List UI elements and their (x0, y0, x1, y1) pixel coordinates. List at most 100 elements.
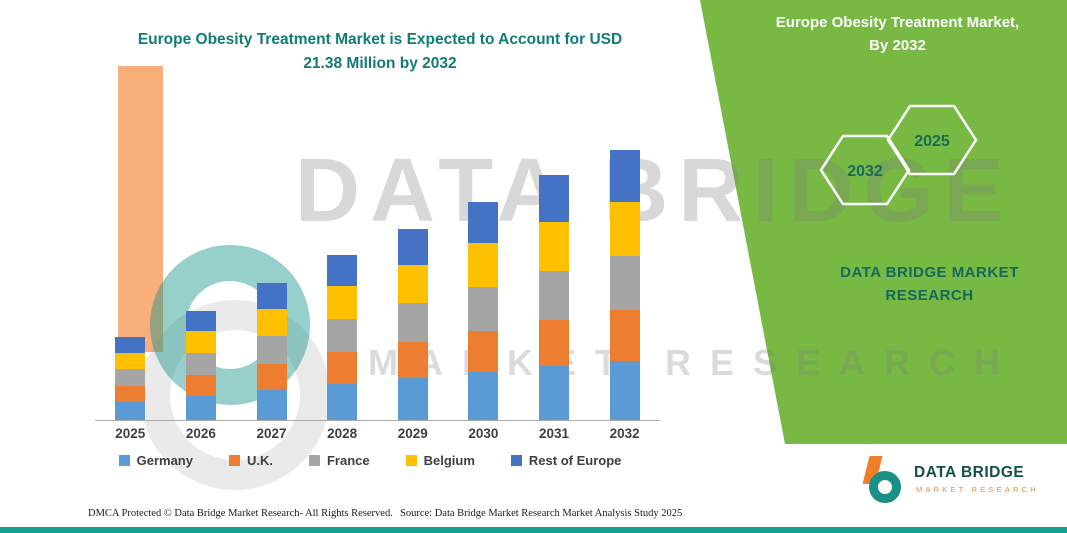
x-axis-label-2025: 2025 (115, 426, 146, 441)
bar-segment-2032-germany (609, 360, 640, 420)
x-axis-label-2029: 2029 (397, 426, 428, 441)
bar-segment-2030-belgium (468, 243, 499, 287)
bar-segment-2031-belgium (539, 221, 570, 271)
side-panel-heading-line2: By 2032 (869, 36, 926, 54)
logo-teal-bowl-shape (869, 471, 901, 503)
x-axis-label-2027: 2027 (256, 426, 287, 441)
legend-item-u-k-: U.K. (228, 453, 273, 468)
stacked-bar-2031 (539, 175, 570, 420)
logo-title: DATA BRIDGE (914, 464, 1025, 481)
bar-slot-2026 (166, 130, 237, 420)
bar-segment-2029-belgium (397, 264, 428, 304)
bar-segment-2028-belgium (327, 286, 358, 320)
bar-segment-2028-rest-of-europe (327, 254, 358, 287)
side-panel-brand-text: DATA BRIDGE MARKET RESEARCH (840, 264, 1019, 304)
bar-segment-2025-belgium (115, 352, 146, 370)
bar-slot-2031 (519, 130, 590, 420)
hexagon-2025-outline (886, 104, 978, 176)
legend-label-germany: Germany (136, 453, 193, 468)
bar-slot-2028 (307, 130, 378, 420)
footer-accent-bar (0, 527, 1067, 533)
bar-slot-2029 (378, 130, 449, 420)
legend-item-rest-of-europe: Rest of Europe (510, 453, 622, 468)
legend-label-france: France (326, 453, 370, 468)
bar-segment-2027-rest-of-europe (256, 282, 287, 309)
bar-segment-2025-france (115, 369, 146, 386)
bar-slot-2027 (236, 130, 307, 420)
stacked-bar-2027 (256, 282, 287, 420)
bar-segment-2030-france (468, 286, 499, 331)
bar-segment-2031-france (539, 270, 570, 320)
bar-segment-2026-france (185, 353, 216, 376)
bar-segment-2032-u-k- (609, 309, 640, 361)
x-axis-label-2028: 2028 (327, 426, 358, 441)
x-axis-label-2032: 2032 (609, 426, 640, 441)
bar-segment-2028-france (327, 319, 358, 353)
bar-segment-2026-rest-of-europe (185, 310, 216, 332)
legend-label-belgium: Belgium (423, 453, 475, 468)
bar-segment-2031-u-k- (539, 319, 570, 367)
legend-swatch-belgium (405, 455, 417, 466)
bar-segment-2029-germany (397, 377, 428, 420)
bar-segment-2030-u-k- (468, 330, 499, 372)
bar-segment-2025-u-k- (115, 385, 146, 402)
bar-segment-2025-rest-of-europe (115, 336, 146, 353)
x-axis-label-2030: 2030 (468, 426, 499, 441)
legend-label-rest-of-europe: Rest of Europe (528, 453, 622, 468)
side-panel-heading: Europe Obesity Treatment Market, By 2032 (745, 12, 1050, 57)
x-axis-labels: 2025 2026 2027 2028 2029 2030 2031 2032 (95, 426, 660, 441)
hexagon-2032-outline (819, 134, 911, 206)
stacked-bar-2026 (185, 310, 216, 420)
bar-segment-2029-rest-of-europe (397, 228, 428, 265)
hexagon-2032-label: 2032 (847, 163, 883, 180)
legend-item-belgium: Belgium (405, 453, 475, 468)
bar-segment-2026-belgium (185, 331, 216, 354)
legend-label-u-k-: U.K. (246, 453, 273, 468)
side-panel-heading-line1: Europe Obesity Treatment Market, (775, 14, 1020, 31)
hexagon-year-badges: 2032 2025 (819, 104, 978, 206)
databridge-logo-icon (862, 455, 906, 505)
chart-title-line1: Europe Obesity Treatment Market is Expec… (137, 31, 623, 48)
legend-item-germany: Germany (118, 453, 193, 468)
x-axis-label-2026: 2026 (185, 426, 216, 441)
legend-item-france: France (308, 453, 370, 468)
databridge-logo: DATA BRIDGE MARKET RESEARCH (862, 455, 1067, 507)
bar-segment-2027-u-k- (256, 363, 287, 390)
logo-subtitle: MARKET RESEARCH (916, 485, 1039, 494)
bar-segment-2027-france (256, 336, 287, 364)
bar-segment-2029-u-k- (397, 341, 428, 378)
legend-swatch-france (308, 455, 320, 466)
bar-segment-2028-u-k- (327, 352, 358, 384)
bar-segment-2027-belgium (256, 308, 287, 337)
bar-segment-2032-belgium (609, 201, 640, 256)
bar-segment-2032-rest-of-europe (609, 150, 640, 202)
bar-slot-2030 (448, 130, 519, 420)
bar-slot-2032 (589, 130, 660, 420)
legend-swatch-germany (118, 455, 130, 466)
bar-segment-2030-rest-of-europe (468, 201, 499, 244)
stacked-bar-2032 (609, 150, 640, 420)
bar-segment-2029-france (397, 303, 428, 342)
bar-segment-2032-france (609, 255, 640, 310)
bar-slot-2025 (95, 130, 166, 420)
bar-segment-2028-germany (327, 383, 358, 420)
hexagon-2025-label: 2025 (914, 133, 950, 150)
legend: Germany U.K. France Belgium Rest of Europe (60, 453, 680, 468)
footer-dmca-text: DMCA Protected © Data Bridge Market Rese… (88, 508, 393, 519)
legend-swatch-rest-of-europe (510, 455, 522, 466)
plot-area (95, 130, 660, 421)
legend-swatch-u-k- (228, 455, 240, 466)
bar-segment-2025-germany (115, 401, 146, 420)
stacked-bar-2028 (327, 254, 358, 420)
footer-source-text: Source: Data Bridge Market Research Mark… (400, 508, 683, 519)
bar-segment-2030-germany (468, 372, 499, 420)
bar-segment-2026-germany (185, 395, 216, 420)
stacked-bar-2025 (115, 336, 146, 420)
stacked-bar-2029 (397, 228, 428, 420)
stacked-bar-2030 (468, 201, 499, 420)
bar-segment-2031-germany (539, 366, 570, 420)
x-axis-label-2031: 2031 (539, 426, 570, 441)
chart-title: Europe Obesity Treatment Market is Expec… (100, 28, 660, 76)
bar-segment-2027-germany (256, 389, 287, 420)
